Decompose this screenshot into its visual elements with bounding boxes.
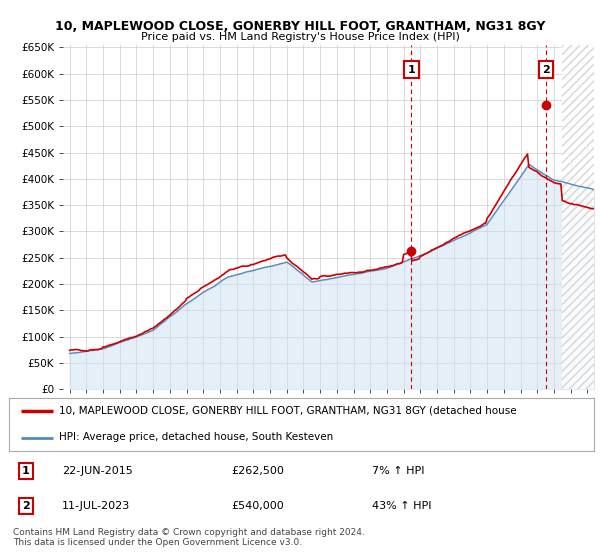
Text: Price paid vs. HM Land Registry's House Price Index (HPI): Price paid vs. HM Land Registry's House …: [140, 32, 460, 43]
Text: 10, MAPLEWOOD CLOSE, GONERBY HILL FOOT, GRANTHAM, NG31 8GY: 10, MAPLEWOOD CLOSE, GONERBY HILL FOOT, …: [55, 20, 545, 32]
Text: 2: 2: [542, 64, 550, 74]
Text: 43% ↑ HPI: 43% ↑ HPI: [372, 501, 431, 511]
Text: 1: 1: [22, 466, 29, 476]
Text: £262,500: £262,500: [232, 466, 284, 476]
Text: 10, MAPLEWOOD CLOSE, GONERBY HILL FOOT, GRANTHAM, NG31 8GY (detached house: 10, MAPLEWOOD CLOSE, GONERBY HILL FOOT, …: [59, 406, 517, 416]
Text: 2: 2: [22, 501, 29, 511]
Text: 1: 1: [407, 64, 415, 74]
Text: 7% ↑ HPI: 7% ↑ HPI: [372, 466, 424, 476]
Text: HPI: Average price, detached house, South Kesteven: HPI: Average price, detached house, Sout…: [59, 432, 333, 442]
Text: £540,000: £540,000: [232, 501, 284, 511]
Text: Contains HM Land Registry data © Crown copyright and database right 2024.
This d: Contains HM Land Registry data © Crown c…: [13, 528, 365, 547]
Text: 11-JUL-2023: 11-JUL-2023: [62, 501, 130, 511]
Text: 22-JUN-2015: 22-JUN-2015: [62, 466, 133, 476]
